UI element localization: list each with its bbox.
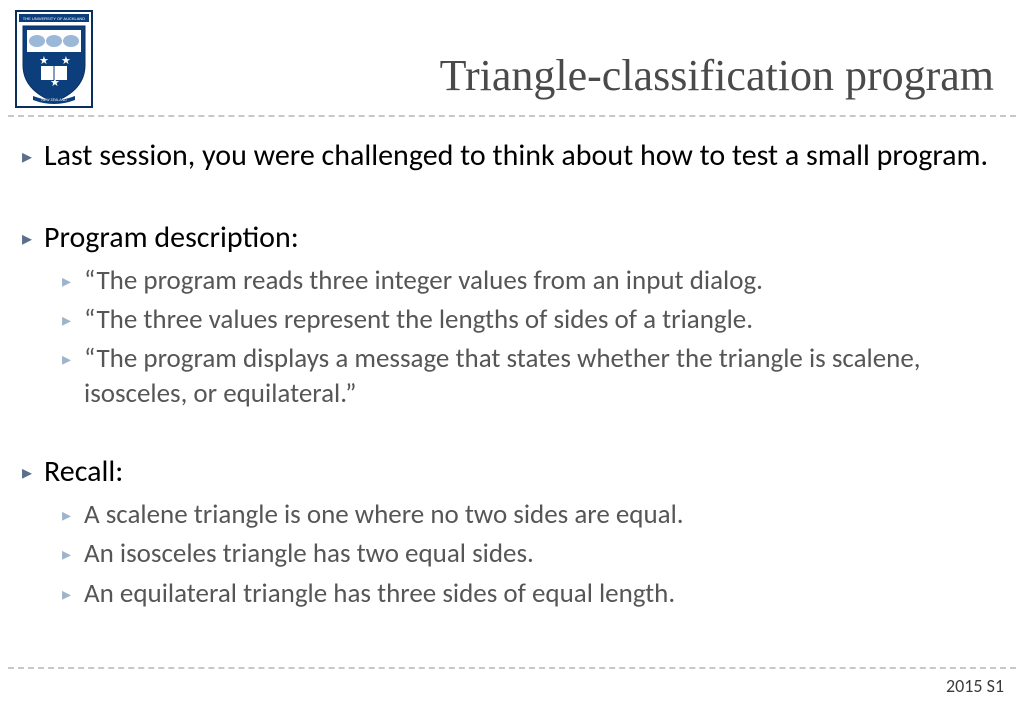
bullet-level-2: ▸“The three values represent the lengths… bbox=[62, 302, 994, 337]
content-body: ▸Last session, you were challenged to th… bbox=[0, 117, 1024, 611]
bullet-arrow-icon: ▸ bbox=[22, 219, 44, 257]
bullet-text: Last session, you were challenged to thi… bbox=[44, 137, 988, 175]
bullet-level-2: ▸“The program displays a message that st… bbox=[62, 341, 994, 411]
svg-text:NEW ZEALAND: NEW ZEALAND bbox=[41, 98, 67, 102]
bullet-level-2: ▸An isosceles triangle has two equal sid… bbox=[62, 536, 994, 571]
svg-text:THE UNIVERSITY OF AUCKLAND: THE UNIVERSITY OF AUCKLAND bbox=[23, 16, 85, 21]
bullet-text: “The program reads three integer values … bbox=[84, 263, 763, 298]
bullet-text: An equilateral triangle has three sides … bbox=[84, 576, 675, 611]
bullet-text: A scalene triangle is one where no two s… bbox=[84, 497, 684, 532]
bullet-text: Recall: bbox=[44, 453, 123, 491]
bullet-arrow-icon: ▸ bbox=[62, 263, 84, 297]
bullet-arrow-icon: ▸ bbox=[62, 302, 84, 336]
bullet-level-2: ▸An equilateral triangle has three sides… bbox=[62, 576, 994, 611]
bullet-level-2: ▸“The program reads three integer values… bbox=[62, 263, 994, 298]
bullet-arrow-icon: ▸ bbox=[22, 453, 44, 491]
spacer bbox=[22, 415, 994, 453]
bullet-text: “The three values represent the lengths … bbox=[84, 302, 753, 337]
bullet-level-1: ▸Program description: bbox=[22, 219, 994, 257]
bullet-arrow-icon: ▸ bbox=[62, 536, 84, 570]
spacer bbox=[22, 181, 994, 219]
bullet-arrow-icon: ▸ bbox=[62, 497, 84, 531]
bullet-text: Program description: bbox=[44, 219, 299, 257]
slide-title: Triangle-classification program bbox=[440, 50, 994, 101]
bullet-level-1: ▸Recall: bbox=[22, 453, 994, 491]
bullet-level-1: ▸Last session, you were challenged to th… bbox=[22, 137, 994, 175]
university-logo: THE UNIVERSITY OF AUCKLAND ★ ★ ★ NEW ZEA… bbox=[15, 10, 93, 108]
bullet-arrow-icon: ▸ bbox=[62, 341, 84, 375]
bullet-arrow-icon: ▸ bbox=[62, 576, 84, 610]
header: THE UNIVERSITY OF AUCKLAND ★ ★ ★ NEW ZEA… bbox=[0, 0, 1024, 115]
bullet-text: “The program displays a message that sta… bbox=[84, 341, 994, 411]
bullet-level-2: ▸A scalene triangle is one where no two … bbox=[62, 497, 994, 532]
bullet-text: An isosceles triangle has two equal side… bbox=[84, 536, 534, 571]
svg-text:★: ★ bbox=[39, 54, 49, 67]
footer-divider bbox=[8, 667, 1016, 669]
footer-text: 2015 S1 bbox=[946, 675, 1004, 697]
bullet-arrow-icon: ▸ bbox=[22, 137, 44, 175]
svg-text:★: ★ bbox=[61, 54, 71, 67]
